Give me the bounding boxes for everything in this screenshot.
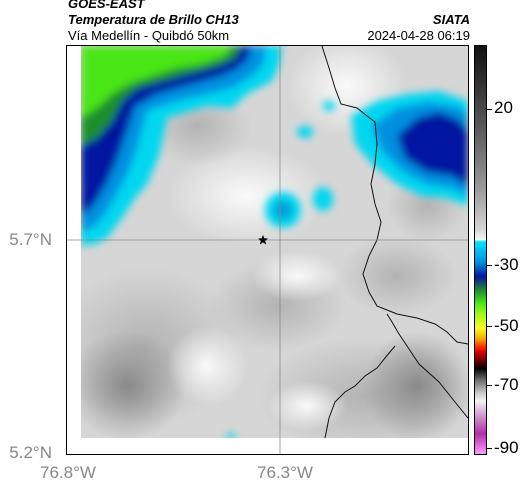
x-tick-label: 76.8°W xyxy=(40,463,96,482)
colorbar-label: -50 xyxy=(494,316,519,335)
y-tick-label: 5.7°N xyxy=(9,230,52,249)
colorbar-tick xyxy=(487,265,492,266)
colorbar-tick xyxy=(487,385,492,386)
gray-cloud-texture xyxy=(67,46,468,454)
y-tick-label: 5.2°N xyxy=(9,443,52,462)
colorbar-label: 20 xyxy=(494,98,513,117)
colorbar-tick xyxy=(487,448,492,449)
graticule xyxy=(67,46,468,454)
bottom-margin xyxy=(67,438,468,454)
colorbar-tick xyxy=(487,326,492,327)
colorbar xyxy=(474,45,487,455)
subtitle-route: Vía Medellín - Quibdó 50km xyxy=(68,28,230,43)
colorbar-tick xyxy=(487,109,492,110)
subtitle-datetime: 2024-04-28 06:19 xyxy=(367,28,470,43)
satellite-map[interactable] xyxy=(66,45,469,455)
colorbar-label: -90 xyxy=(494,438,519,457)
map-canvas xyxy=(67,46,468,454)
star-icon[interactable] xyxy=(258,235,268,245)
x-tick-label: 76.3°W xyxy=(257,463,313,482)
colorbar-label: -70 xyxy=(494,375,519,394)
political-boundaries xyxy=(321,46,468,439)
cold-cloud-top-east xyxy=(351,91,468,206)
small-convective-cells xyxy=(226,101,335,439)
title-satellite: GOES-EAST xyxy=(68,0,145,11)
title-product: Temperatura de Brillo CH13 xyxy=(68,12,239,27)
title-agency: SIATA xyxy=(432,12,470,27)
colorbar-label: -30 xyxy=(494,255,519,274)
left-margin xyxy=(67,46,81,454)
cold-cloud-top-northwest xyxy=(81,46,282,246)
